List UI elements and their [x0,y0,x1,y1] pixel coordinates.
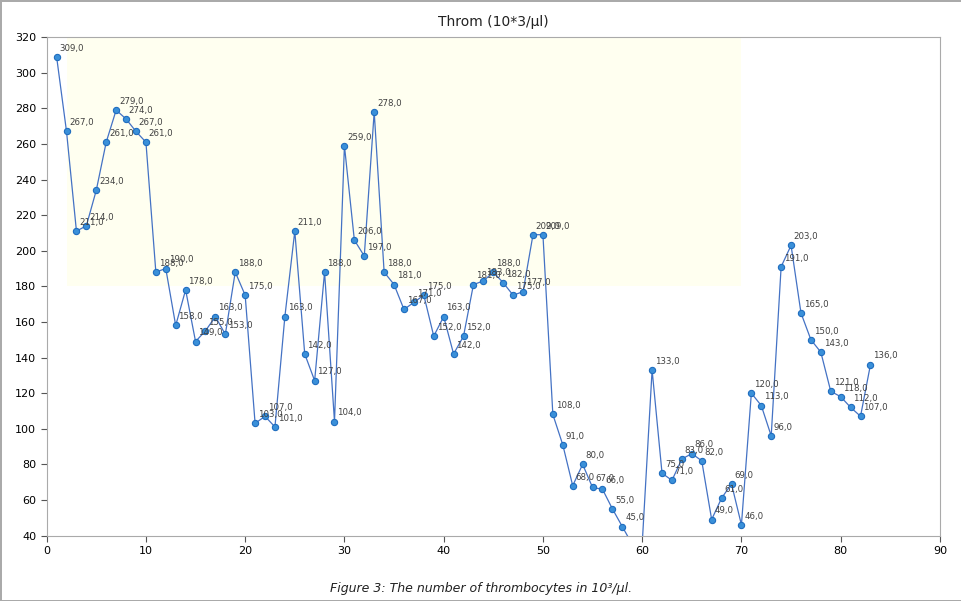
Text: 261,0: 261,0 [109,129,134,138]
Text: 188,0: 188,0 [237,259,262,268]
Text: 209,0: 209,0 [545,222,570,231]
Text: 188,0: 188,0 [327,259,352,268]
Text: 91,0: 91,0 [565,432,584,441]
Text: 83,0: 83,0 [684,446,703,455]
Text: 183,0: 183,0 [485,268,510,277]
Text: 55,0: 55,0 [614,496,633,505]
Text: 163,0: 163,0 [218,304,242,313]
Text: 152,0: 152,0 [466,323,490,332]
Text: 107,0: 107,0 [862,403,887,412]
Text: 181,0: 181,0 [397,272,421,281]
Text: 75,0: 75,0 [664,460,683,469]
Text: 214,0: 214,0 [89,213,113,222]
Text: 143,0: 143,0 [823,339,848,348]
Text: 178,0: 178,0 [188,276,212,285]
Text: 61,0: 61,0 [724,485,743,494]
Text: 259,0: 259,0 [347,133,371,141]
Text: 167,0: 167,0 [407,296,431,305]
Text: 136,0: 136,0 [873,352,897,361]
Text: 197,0: 197,0 [367,243,391,252]
Text: 35,0: 35,0 [0,600,1,601]
Text: 150,0: 150,0 [813,326,837,335]
Text: 278,0: 278,0 [377,99,401,108]
FancyBboxPatch shape [66,37,741,286]
Text: 112,0: 112,0 [852,394,877,403]
Text: 104,0: 104,0 [337,409,361,418]
Text: 163,0: 163,0 [446,304,471,313]
Text: 211,0: 211,0 [79,218,104,227]
Text: 155,0: 155,0 [208,318,233,327]
Text: 96,0: 96,0 [774,423,792,432]
Text: 45,0: 45,0 [625,513,644,522]
Text: 113,0: 113,0 [763,392,788,401]
Text: 35,0: 35,0 [0,600,1,601]
Text: 165,0: 165,0 [803,300,827,309]
Text: 234,0: 234,0 [99,177,124,186]
Text: Figure 3: The number of thrombocytes in 10³/μl.: Figure 3: The number of thrombocytes in … [330,582,631,595]
Text: 158,0: 158,0 [179,313,203,322]
Text: 175,0: 175,0 [248,282,272,291]
Text: 163,0: 163,0 [287,304,312,313]
Text: 188,0: 188,0 [386,259,411,268]
Text: 127,0: 127,0 [317,367,342,376]
Text: 188,0: 188,0 [159,259,183,268]
Text: 133,0: 133,0 [654,357,678,366]
Text: 191,0: 191,0 [783,254,807,263]
Text: 69,0: 69,0 [733,471,752,480]
Text: 101,0: 101,0 [278,413,302,423]
Text: 188,0: 188,0 [496,259,520,268]
Text: 206,0: 206,0 [357,227,382,236]
Text: 82,0: 82,0 [703,448,723,457]
Title: Throm (10*3/μl): Throm (10*3/μl) [437,15,548,29]
Text: 171,0: 171,0 [416,289,441,298]
Text: 46,0: 46,0 [744,511,762,520]
Text: 142,0: 142,0 [456,341,480,350]
Text: 203,0: 203,0 [793,232,818,241]
Text: 142,0: 142,0 [308,341,332,350]
Text: 66,0: 66,0 [604,476,624,485]
Text: 209,0: 209,0 [535,222,559,231]
Text: 175,0: 175,0 [515,282,540,291]
Text: 190,0: 190,0 [168,255,193,264]
Text: 149,0: 149,0 [198,328,223,337]
Text: 118,0: 118,0 [843,383,867,392]
Text: 80,0: 80,0 [585,451,604,460]
Text: 267,0: 267,0 [138,118,163,127]
Text: 153,0: 153,0 [228,321,253,330]
Text: 49,0: 49,0 [714,507,732,515]
Text: 103,0: 103,0 [258,410,283,419]
Text: 107,0: 107,0 [267,403,292,412]
Text: 182,0: 182,0 [505,270,530,279]
Text: 121,0: 121,0 [832,378,857,387]
Text: 211,0: 211,0 [297,218,322,227]
Text: 175,0: 175,0 [426,282,451,291]
Text: 267,0: 267,0 [69,118,94,127]
Text: 120,0: 120,0 [753,380,778,389]
Text: 108,0: 108,0 [555,401,579,410]
Text: 68,0: 68,0 [575,472,594,481]
Text: 86,0: 86,0 [694,441,713,450]
Text: 279,0: 279,0 [119,97,143,106]
Text: 71,0: 71,0 [674,467,693,476]
Text: 181,0: 181,0 [476,272,501,281]
Text: 274,0: 274,0 [129,106,154,115]
Text: 152,0: 152,0 [436,323,460,332]
Text: 177,0: 177,0 [526,278,550,287]
Text: 67,0: 67,0 [595,474,614,483]
Text: 309,0: 309,0 [60,43,84,52]
Text: 261,0: 261,0 [149,129,173,138]
